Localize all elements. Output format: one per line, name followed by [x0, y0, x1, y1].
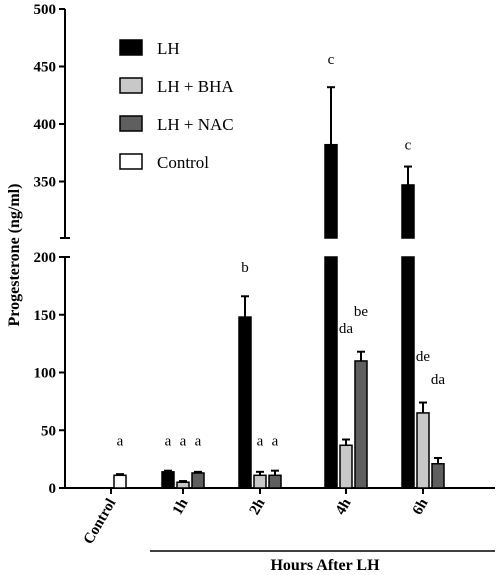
legend-label: Control	[157, 153, 209, 172]
legend: LH LH + BHA LH + NAC Control	[119, 39, 234, 172]
significance-label: de	[416, 349, 431, 365]
x-tick-label: 4h	[333, 495, 355, 517]
bar	[238, 316, 252, 489]
significance-label: a	[117, 433, 124, 449]
bar	[191, 472, 205, 489]
significance-label: c	[328, 52, 335, 68]
bar	[354, 360, 368, 489]
bar	[324, 143, 338, 239]
bar	[253, 474, 267, 489]
significance-label: da	[431, 372, 446, 388]
bar	[113, 474, 127, 489]
x-axis-label: Hours After LH	[270, 557, 380, 574]
legend-swatch	[119, 115, 143, 132]
y-tick-label: 200	[34, 250, 57, 266]
legend-label: LH	[157, 39, 180, 58]
bar	[324, 256, 338, 489]
significance-label: a	[165, 433, 172, 449]
bar	[339, 444, 353, 489]
bar	[176, 481, 190, 489]
bar	[401, 184, 415, 239]
bar	[431, 462, 445, 489]
x-tick-label: Control	[81, 496, 120, 547]
legend-label: LH + NAC	[157, 115, 234, 134]
x-tick-label: 1h	[170, 495, 192, 517]
legend-label: LH + BHA	[157, 77, 234, 96]
legend-swatch	[119, 153, 143, 170]
significance-label: a	[257, 433, 264, 449]
bar	[416, 412, 430, 489]
y-tick-label: 350	[34, 175, 57, 191]
significance-label: a	[272, 433, 279, 449]
significance-label: a	[195, 433, 202, 449]
y-tick-label: 500	[34, 2, 57, 18]
y-tick-label: 100	[34, 366, 57, 382]
y-tick-label: 50	[41, 423, 56, 439]
significance-label: a	[180, 433, 187, 449]
bars	[113, 86, 445, 489]
y-tick-label: 150	[34, 308, 57, 324]
bar	[268, 474, 282, 489]
y-axis-label: Progesterone (ng/ml)	[6, 184, 23, 327]
y-tick-label: 450	[34, 60, 57, 76]
significance-label: b	[241, 260, 249, 276]
significance-label: be	[354, 304, 369, 320]
significance-label: c	[405, 137, 412, 153]
bar	[401, 256, 415, 489]
y-tick-label: 400	[34, 117, 57, 133]
y-tick-label: 0	[49, 481, 57, 497]
significance-label: da	[339, 321, 354, 337]
bar	[161, 471, 175, 489]
x-tick-label: 6h	[410, 495, 432, 517]
legend-swatch	[119, 77, 143, 94]
x-tick-label: 2h	[247, 495, 269, 517]
legend-swatch	[119, 39, 143, 56]
